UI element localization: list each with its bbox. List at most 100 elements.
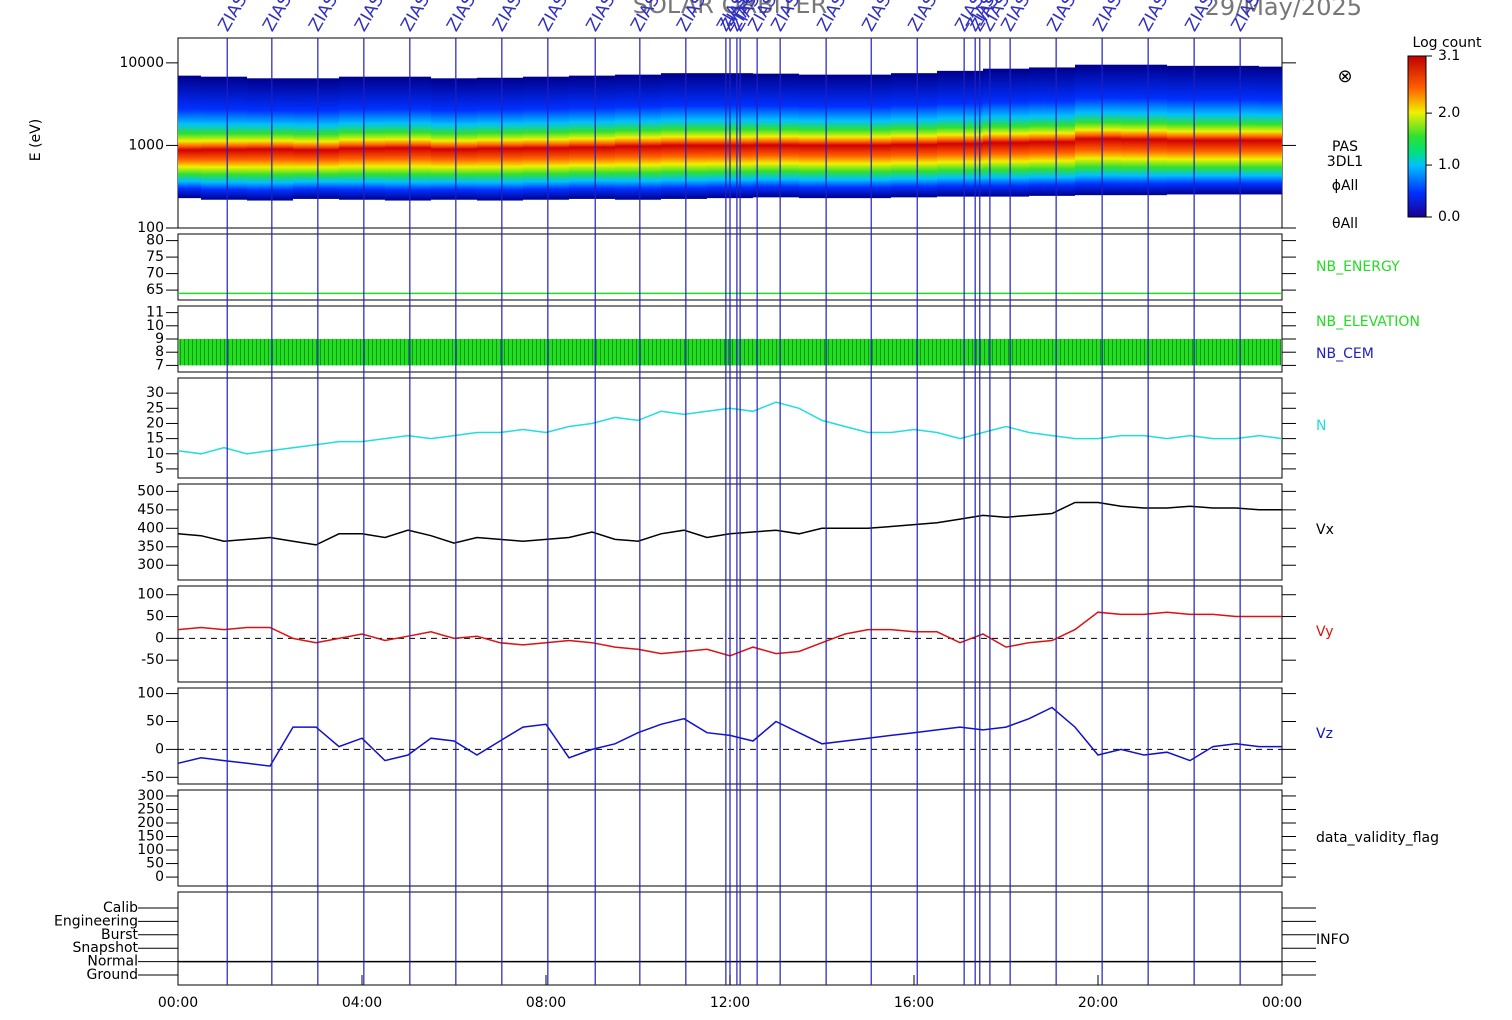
- y-tick-label: 250: [137, 801, 164, 817]
- spectrogram-column: [1213, 65, 1259, 195]
- spectrogram-column: [753, 73, 799, 198]
- y-tick-label: 50: [146, 609, 164, 625]
- category-label: Engineering: [54, 913, 138, 929]
- x-tick-label: 20:00: [1078, 995, 1118, 1011]
- y-tick-label: 9: [155, 331, 164, 347]
- spectrogram-column: [178, 75, 201, 199]
- spectrogram-column: [431, 78, 477, 200]
- y-tick-label: 10: [146, 446, 164, 462]
- panel-label: INFO: [1316, 932, 1350, 948]
- y-tick-label: 400: [137, 520, 164, 536]
- event-marker-label: ZIAS: [859, 0, 896, 35]
- y-tick-label: 100: [137, 587, 164, 603]
- y-tick-label: 30: [146, 385, 164, 401]
- event-marker-label: ZIAS: [351, 0, 388, 35]
- spectrogram-column: [661, 73, 707, 199]
- spectrogram-column: [799, 74, 845, 199]
- event-marker-label: ZIAS: [1043, 0, 1080, 35]
- x-tick-label: 12:00: [710, 995, 750, 1011]
- spectrogram-column: [937, 70, 983, 197]
- spectrogram-column: [201, 76, 247, 200]
- y-tick-label: 70: [146, 266, 164, 282]
- colorbar-tick-label: 2.0: [1438, 105, 1460, 121]
- event-marker-label: ZIAS: [905, 0, 942, 35]
- event-marker-label: ZIAS: [489, 0, 526, 35]
- x-tick-label: 16:00: [894, 995, 934, 1011]
- chart-title: SOLAR ORBITER: [633, 0, 827, 19]
- panel-label: data_validity_flag: [1316, 830, 1439, 846]
- y-tick-label: 100: [137, 842, 164, 858]
- panel-label: NB_ENERGY: [1316, 259, 1400, 275]
- spectrogram-column: [1121, 64, 1167, 196]
- y-tick-label: 8: [155, 344, 164, 360]
- event-marker-label: ZIAS: [535, 0, 572, 35]
- spectrogram-column: [983, 68, 1029, 197]
- y-tick-label: 0: [155, 869, 164, 885]
- event-marker-label: ZIAS: [397, 0, 434, 35]
- colorbar-tick-label: 0.0: [1438, 209, 1460, 225]
- y-axis-label: E (eV): [28, 119, 44, 161]
- panel-label: 3DL1: [1327, 154, 1363, 170]
- y-tick-label: 350: [137, 539, 164, 555]
- y-tick-label: 450: [137, 502, 164, 518]
- category-label: Snapshot: [73, 940, 139, 956]
- colorbar-tick-label: 3.1: [1438, 48, 1460, 64]
- event-marker-label: ZIAS: [1135, 0, 1172, 35]
- spectrogram-column: [477, 77, 523, 201]
- x-tick-label: 00:00: [1262, 995, 1302, 1011]
- spectrogram-column: [339, 76, 385, 200]
- spectrogram-column: [615, 74, 661, 200]
- spectrogram-column: [1029, 67, 1075, 196]
- y-tick-label: 11: [146, 305, 164, 321]
- event-marker-label: ZIAS: [1089, 0, 1126, 35]
- y-tick-label: 65: [146, 282, 164, 298]
- y-tick-label: 100: [137, 220, 164, 236]
- panel-label: N: [1316, 418, 1326, 434]
- category-label: Normal: [87, 954, 138, 970]
- spectrogram-column: [247, 78, 293, 201]
- category-label: Calib: [103, 900, 138, 916]
- panel-label: θAll: [1332, 216, 1358, 232]
- y-tick-label: 7: [155, 357, 164, 373]
- y-tick-label: 80: [146, 233, 164, 249]
- event-marker-label: ZIAS: [259, 0, 296, 35]
- panel-symbol: ⊗: [1337, 66, 1352, 87]
- y-tick-label: 25: [146, 400, 164, 416]
- y-tick-label: 20: [146, 415, 164, 431]
- y-tick-label: -50: [141, 769, 164, 785]
- y-tick-label: -50: [141, 652, 164, 668]
- x-tick-label: 00:00: [158, 995, 198, 1011]
- colorbar: [1407, 55, 1427, 218]
- spectrogram-column: [1075, 64, 1121, 196]
- spectrogram-column: [293, 78, 339, 199]
- colorbar-title: Log count: [1413, 35, 1482, 51]
- event-marker-label: ZIAS: [583, 0, 620, 35]
- y-tick-label: 0: [155, 630, 164, 646]
- event-marker-label: ZIAS: [305, 0, 342, 35]
- spectrogram-column: [569, 75, 615, 199]
- y-tick-label: 10: [146, 318, 164, 334]
- category-label: Burst: [101, 927, 139, 943]
- event-marker-label: ZIAS: [443, 0, 480, 35]
- y-tick-label: 50: [146, 856, 164, 872]
- panel-label: Vx: [1316, 522, 1334, 538]
- y-tick-label: 15: [146, 431, 164, 447]
- x-tick-label: 08:00: [526, 995, 566, 1011]
- spectrogram-column: [523, 76, 569, 200]
- y-tick-label: 300: [137, 557, 164, 573]
- event-marker-label: ZIAS: [215, 0, 252, 35]
- y-tick-label: 10000: [119, 55, 164, 71]
- panel-label: Vz: [1316, 726, 1333, 742]
- y-tick-label: 75: [146, 249, 164, 265]
- panel-label: PAS: [1332, 139, 1358, 155]
- y-tick-label: 150: [137, 829, 164, 845]
- panel-label: NB_ELEVATION: [1316, 314, 1420, 330]
- spectrogram-column: [1259, 66, 1282, 195]
- y-tick-label: 5: [155, 461, 164, 477]
- spectrogram-column: [891, 73, 937, 198]
- category-label: Ground: [87, 967, 139, 983]
- panel-label: ϕAll: [1332, 178, 1359, 194]
- y-tick-label: 1000: [128, 137, 164, 153]
- spectrogram-column: [385, 76, 431, 201]
